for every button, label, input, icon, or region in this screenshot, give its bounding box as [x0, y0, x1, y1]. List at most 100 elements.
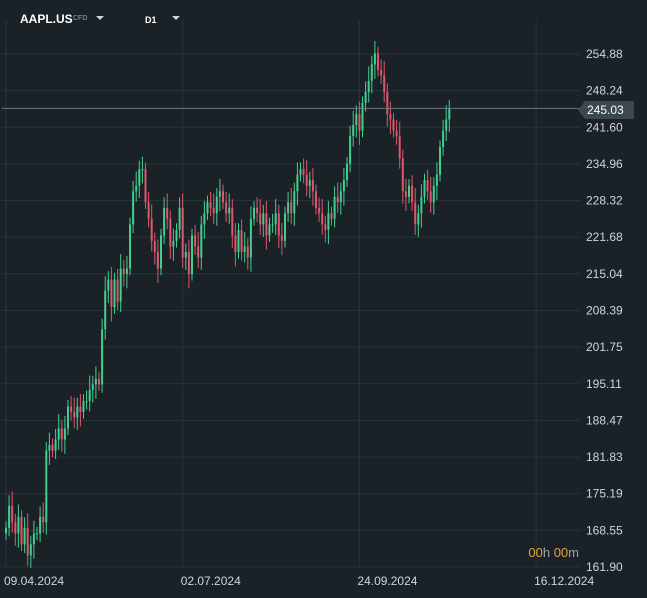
- candle: [336, 182, 339, 213]
- candle-body: [163, 207, 166, 236]
- candle-body: [101, 329, 104, 385]
- candle-body: [246, 246, 249, 258]
- candle: [39, 506, 42, 542]
- candle: [445, 105, 448, 142]
- candle-body: [32, 533, 35, 545]
- candle-body: [17, 516, 20, 534]
- candle-body: [175, 229, 178, 241]
- candle-body: [420, 196, 423, 214]
- candle-body: [442, 130, 445, 148]
- timeframe-dropdown-chevron-down-icon[interactable]: [172, 16, 180, 20]
- candle: [125, 256, 128, 289]
- candle-body: [271, 224, 274, 226]
- candle-body: [253, 207, 255, 219]
- candle-body: [361, 102, 364, 131]
- candle: [377, 46, 379, 77]
- candle: [209, 191, 212, 217]
- candle: [98, 372, 100, 391]
- candle-body: [346, 163, 348, 181]
- candle: [67, 399, 69, 436]
- candle: [392, 112, 395, 138]
- timeframe-label[interactable]: D1: [145, 15, 157, 25]
- candle: [70, 395, 73, 421]
- candle: [401, 149, 404, 204]
- candle-body: [364, 91, 367, 103]
- candle: [166, 193, 169, 230]
- candle: [184, 243, 187, 270]
- candle-body: [107, 279, 110, 291]
- symbol-dropdown-chevron-down-icon[interactable]: [96, 16, 104, 20]
- candle-body: [42, 516, 45, 523]
- symbol-label[interactable]: AAPL.US: [20, 12, 73, 26]
- timer-minutes: 00: [553, 545, 569, 560]
- candle-body: [234, 235, 237, 252]
- candle-body: [63, 428, 66, 440]
- candle-body: [389, 114, 392, 120]
- candle-body: [122, 268, 125, 275]
- candle-body: [138, 169, 141, 186]
- candle-body: [29, 544, 32, 556]
- candle: [144, 162, 147, 209]
- candle-body: [67, 406, 69, 429]
- candle-body: [259, 213, 262, 225]
- candle: [417, 204, 420, 237]
- candle: [14, 513, 17, 546]
- candle-body: [352, 125, 355, 137]
- candle: [147, 191, 150, 228]
- candle-body: [79, 406, 82, 412]
- candle: [169, 210, 172, 259]
- candle: [172, 228, 175, 261]
- candle: [398, 121, 401, 169]
- candle: [160, 228, 162, 276]
- price-tick-label: 188.47: [586, 413, 623, 427]
- candle: [311, 167, 314, 206]
- candle-body: [98, 378, 100, 385]
- candle-body: [209, 202, 212, 208]
- candle-body: [218, 191, 221, 197]
- candle: [423, 173, 426, 204]
- candle-body: [274, 213, 277, 225]
- candle-body: [166, 207, 169, 219]
- candle-body: [392, 119, 395, 131]
- candle: [218, 178, 221, 212]
- candle-body: [231, 207, 234, 236]
- candle: [119, 254, 122, 313]
- timer-hours: 00: [528, 545, 543, 560]
- candle: [330, 206, 333, 226]
- candle: [150, 204, 153, 252]
- candle-body: [45, 450, 48, 523]
- candle-body: [141, 169, 144, 171]
- candle: [206, 195, 209, 220]
- candle: [389, 101, 392, 134]
- candle: [57, 414, 60, 451]
- chart-header: AAPL.US CFD D1: [0, 0, 647, 38]
- candle: [191, 228, 193, 281]
- candle-body: [401, 158, 404, 192]
- candle: [17, 504, 20, 548]
- candle-body: [336, 196, 339, 203]
- candle-body: [88, 389, 91, 401]
- candle-body: [408, 185, 410, 197]
- candle: [265, 200, 268, 250]
- candle-body: [386, 91, 389, 115]
- candle-body: [116, 279, 119, 302]
- candle: [76, 397, 79, 430]
- candle: [287, 191, 290, 222]
- candle-body: [265, 213, 268, 236]
- candle: [315, 184, 317, 215]
- candle: [32, 520, 35, 559]
- candle: [54, 429, 57, 460]
- chart-grid: [2, 20, 580, 568]
- price-tick-label: 241.60: [586, 120, 623, 134]
- candle: [408, 179, 410, 204]
- candle-body: [36, 533, 38, 535]
- candle-body: [305, 174, 308, 186]
- candle-body: [119, 268, 122, 302]
- candle-body: [85, 400, 88, 402]
- candle: [82, 394, 85, 419]
- candle-body: [299, 169, 302, 175]
- candle: [5, 521, 7, 540]
- candle-body: [184, 251, 187, 258]
- candle-body: [73, 411, 76, 418]
